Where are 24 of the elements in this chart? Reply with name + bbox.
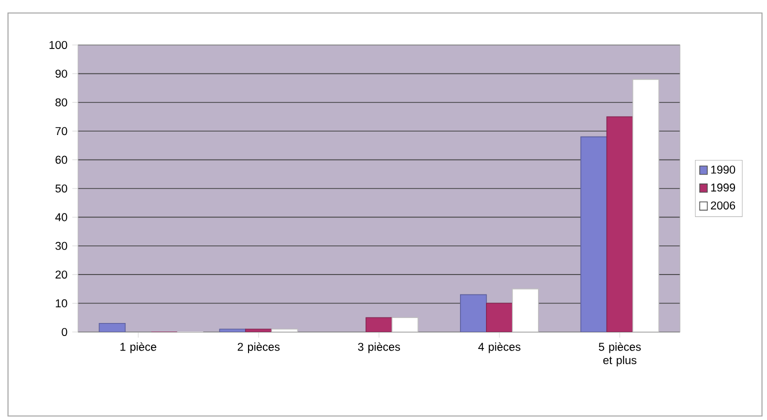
bar: [606, 116, 634, 332]
y-tick-label: 0: [62, 328, 68, 336]
bar: [366, 317, 392, 332]
y-tick-label: 90: [56, 70, 68, 78]
legend-label: 1990: [711, 166, 736, 174]
bar: [580, 136, 608, 332]
y-tick-label: 100: [50, 40, 68, 49]
x-tick-label: 3 pièces: [358, 342, 400, 354]
y-tick-label: 80: [56, 98, 68, 106]
y-tick-label: 60: [56, 156, 68, 164]
y-tick-label: 50: [55, 184, 68, 192]
y-tick-label: 70: [56, 127, 68, 136]
bar: [486, 302, 513, 332]
x-tick-label: 5 pièces et plus: [598, 342, 641, 366]
bar: [460, 294, 487, 332]
y-tick-label: 40: [55, 213, 68, 222]
x-tick-label: 2 pièces: [238, 342, 280, 354]
legend-label: 2006: [710, 201, 736, 210]
y-tick-label: 30: [55, 242, 68, 250]
y-tick-label: 20: [56, 270, 68, 279]
legend-label: 1999: [711, 184, 736, 192]
x-tick-label: 4 pièces: [478, 342, 520, 354]
x-tick-label: 1 pièce: [120, 342, 156, 354]
y-tick-label: 10: [56, 299, 68, 308]
